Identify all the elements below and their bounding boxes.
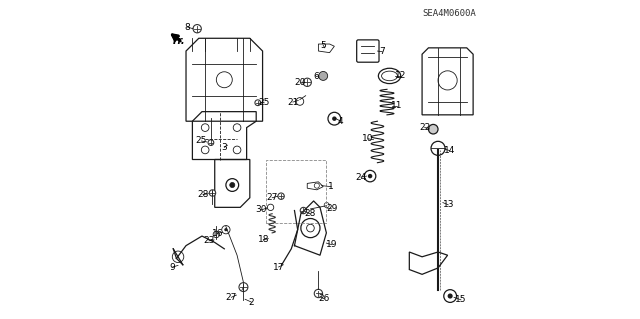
Text: 4: 4 — [338, 117, 344, 126]
Text: 13: 13 — [442, 200, 454, 209]
Circle shape — [278, 193, 284, 199]
Text: 19: 19 — [326, 240, 337, 249]
Circle shape — [239, 283, 248, 292]
Text: 17: 17 — [273, 263, 284, 271]
Text: 2: 2 — [248, 298, 254, 307]
Text: 28: 28 — [304, 209, 316, 218]
Text: 22: 22 — [419, 123, 430, 132]
Text: 15: 15 — [455, 295, 467, 304]
Circle shape — [368, 174, 372, 178]
Text: 10: 10 — [362, 134, 374, 143]
Circle shape — [303, 78, 312, 86]
Circle shape — [230, 182, 235, 188]
Text: 26: 26 — [319, 294, 330, 303]
Text: SEA4M0600A: SEA4M0600A — [422, 9, 476, 18]
Text: 12: 12 — [395, 71, 406, 80]
Text: 8: 8 — [185, 23, 191, 32]
Text: 16: 16 — [212, 229, 223, 238]
Circle shape — [447, 293, 452, 299]
Circle shape — [428, 124, 438, 134]
Text: 27: 27 — [266, 193, 278, 202]
Text: 25: 25 — [196, 137, 207, 145]
Text: 25: 25 — [259, 98, 270, 107]
Text: 5: 5 — [320, 41, 326, 50]
Text: 6: 6 — [314, 72, 319, 81]
Circle shape — [193, 25, 202, 33]
Text: 3: 3 — [221, 143, 227, 152]
Text: 7: 7 — [380, 47, 385, 56]
Text: 30: 30 — [255, 205, 267, 214]
Text: 27: 27 — [226, 293, 237, 302]
Text: 23: 23 — [204, 236, 214, 245]
Circle shape — [300, 207, 307, 214]
Text: 18: 18 — [257, 235, 269, 244]
Circle shape — [208, 140, 214, 145]
Text: 20: 20 — [294, 78, 306, 87]
Text: 29: 29 — [326, 204, 337, 213]
Text: 9: 9 — [170, 263, 175, 271]
Circle shape — [332, 116, 337, 121]
Circle shape — [314, 289, 323, 298]
Text: Fr.: Fr. — [173, 36, 186, 46]
Text: 21: 21 — [287, 98, 299, 107]
Text: 14: 14 — [444, 146, 456, 155]
Text: 28: 28 — [197, 190, 209, 199]
Text: 1: 1 — [328, 182, 334, 191]
Circle shape — [319, 71, 328, 80]
Circle shape — [224, 228, 227, 231]
Circle shape — [255, 100, 260, 106]
Text: 11: 11 — [392, 101, 403, 110]
Circle shape — [209, 190, 216, 196]
Text: 24: 24 — [355, 173, 367, 182]
